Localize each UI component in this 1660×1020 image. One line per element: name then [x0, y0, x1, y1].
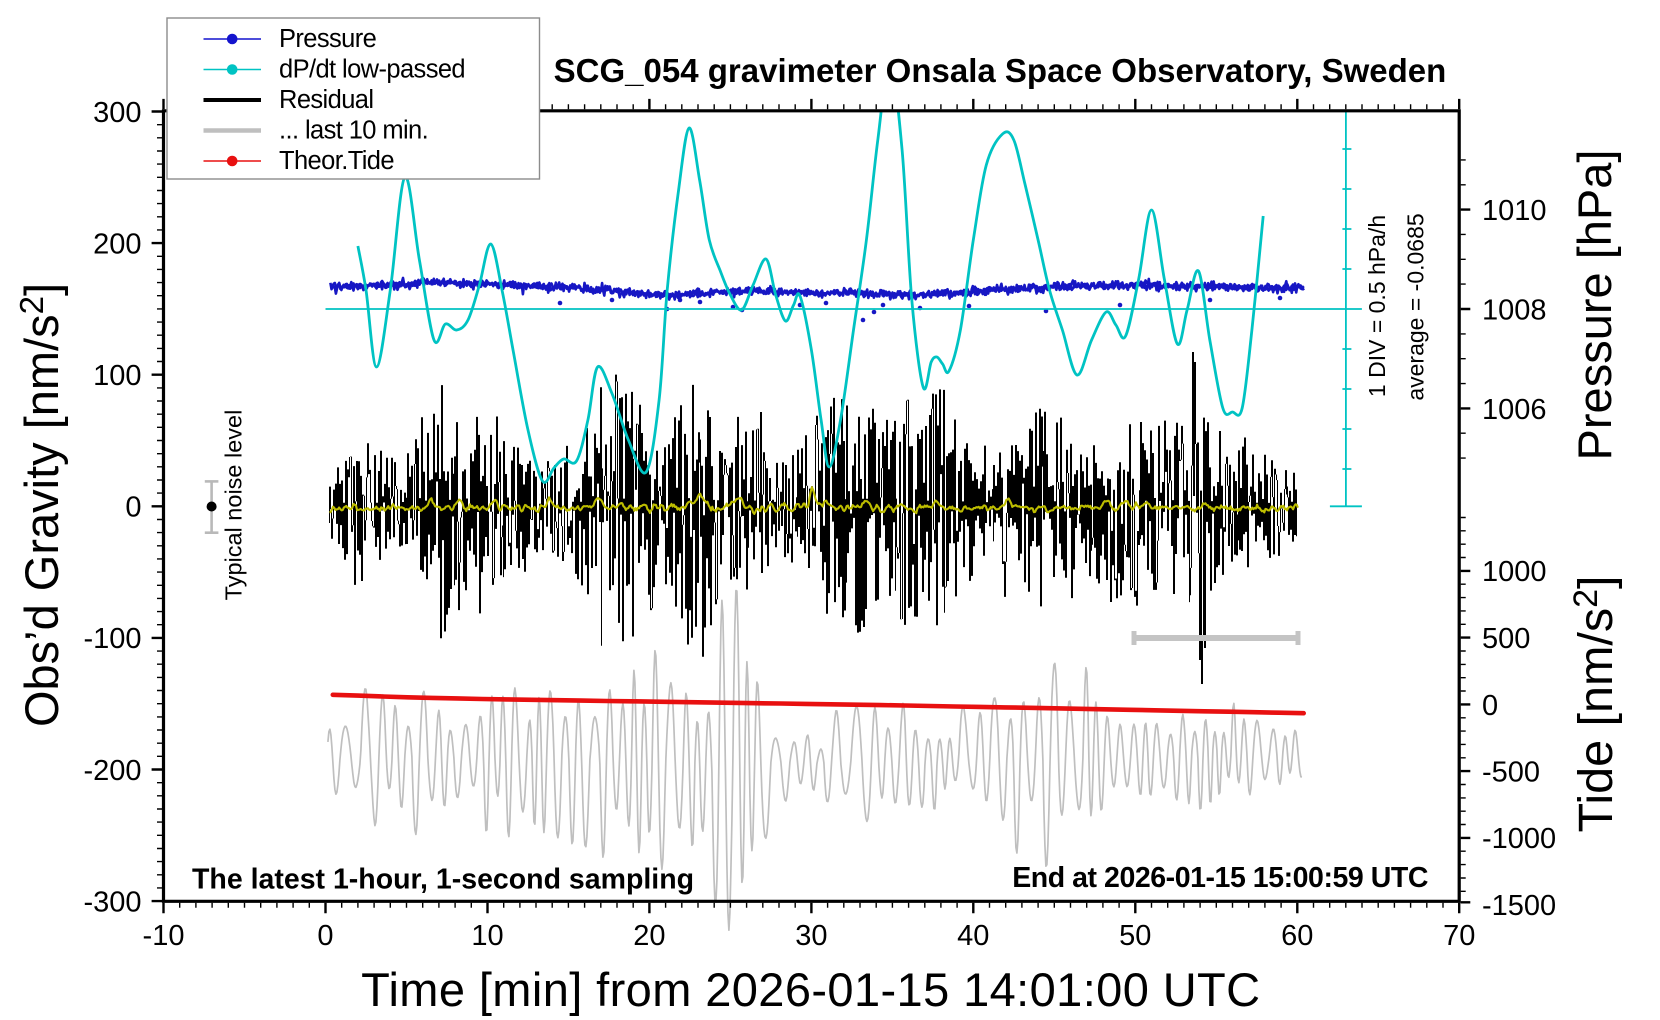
svg-text:40: 40	[957, 920, 989, 952]
svg-text:dP/dt low-passed: dP/dt low-passed	[279, 56, 465, 84]
svg-text:20: 20	[633, 920, 665, 952]
svg-text:Tide [nm/s2]: Tide [nm/s2]	[1567, 575, 1623, 832]
svg-text:50: 50	[1119, 920, 1151, 952]
svg-text:0: 0	[125, 492, 141, 524]
svg-text:1010: 1010	[1482, 195, 1547, 227]
svg-text:30: 30	[795, 920, 827, 952]
svg-text:Residual: Residual	[279, 86, 373, 114]
svg-text:1006: 1006	[1482, 394, 1547, 426]
svg-text:200: 200	[93, 229, 141, 261]
svg-text:300: 300	[93, 97, 141, 129]
svg-text:10: 10	[471, 920, 503, 952]
svg-text:500: 500	[1482, 623, 1530, 655]
svg-text:End at 2026-01-15 15:00:59 UTC: End at 2026-01-15 15:00:59 UTC	[1012, 862, 1428, 894]
svg-text:-100: -100	[83, 623, 141, 655]
svg-text:Obs’d Gravity [nm/s2]: Obs’d Gravity [nm/s2]	[13, 283, 68, 727]
svg-text:-200: -200	[83, 755, 141, 787]
svg-text:1 DIV = 0.5 hPa/h: 1 DIV = 0.5 hPa/h	[1364, 215, 1390, 397]
svg-text:Pressure [hPa]: Pressure [hPa]	[1568, 150, 1621, 461]
svg-text:70: 70	[1443, 920, 1475, 952]
svg-text:Pressure: Pressure	[279, 25, 377, 53]
svg-text:-10: -10	[143, 920, 185, 952]
svg-text:-1000: -1000	[1482, 823, 1556, 855]
svg-text:average = -0.0685: average = -0.0685	[1403, 213, 1429, 400]
svg-text:60: 60	[1281, 920, 1313, 952]
svg-text:100: 100	[93, 360, 141, 392]
svg-text:-500: -500	[1482, 757, 1540, 789]
svg-text:SCG_054 gravimeter Onsala Spac: SCG_054 gravimeter Onsala Space Observat…	[554, 52, 1447, 89]
svg-text:-1500: -1500	[1482, 890, 1556, 922]
svg-text:1000: 1000	[1482, 556, 1547, 588]
svg-text:Time [min] from 2026-01-15 14:: Time [min] from 2026-01-15 14:01:00 UTC	[361, 963, 1260, 1016]
svg-text:... last 10 min.: ... last 10 min.	[279, 117, 428, 145]
svg-text:0: 0	[317, 920, 333, 952]
svg-text:The latest 1-hour, 1-second sa: The latest 1-hour, 1-second sampling	[192, 864, 694, 896]
svg-text:-300: -300	[83, 887, 141, 919]
svg-text:0: 0	[1482, 690, 1498, 722]
svg-text:1008: 1008	[1482, 294, 1547, 326]
svg-text:Typical noise level: Typical noise level	[221, 410, 247, 601]
svg-text:Theor.Tide: Theor.Tide	[279, 147, 394, 175]
